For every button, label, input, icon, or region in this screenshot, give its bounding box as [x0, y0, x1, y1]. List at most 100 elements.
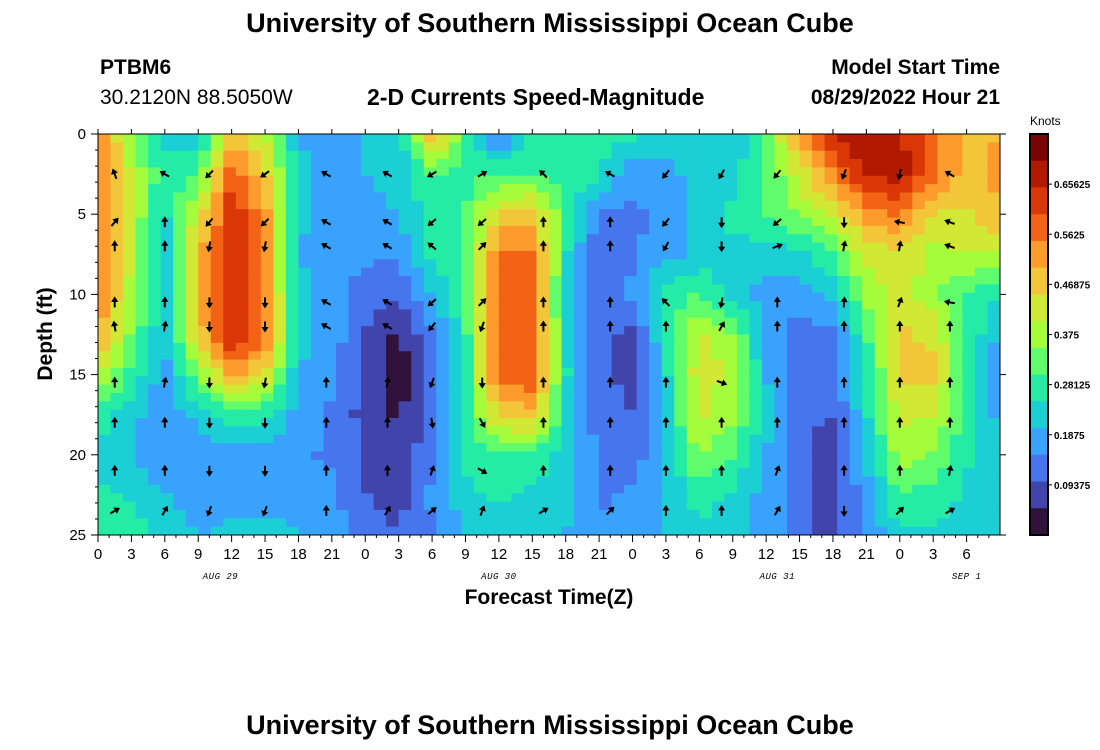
heatmap-cell [924, 334, 938, 344]
heatmap-cell [210, 409, 224, 419]
heatmap-cell [210, 309, 224, 319]
heatmap-cell [812, 509, 826, 519]
heatmap-cell [937, 150, 951, 160]
heatmap-cell [523, 175, 538, 185]
heatmap-cell [436, 418, 450, 427]
heatmap-cell [298, 184, 312, 194]
heatmap-cell [511, 175, 525, 185]
colorbar-segment [1030, 334, 1048, 342]
heatmap-cell [98, 409, 112, 419]
heatmap-cell [110, 501, 124, 511]
heatmap-cell [373, 484, 387, 494]
heatmap-cell [862, 459, 876, 469]
heatmap-cell [373, 250, 387, 260]
heatmap-cell [787, 451, 801, 461]
heatmap-cell [787, 259, 801, 269]
heatmap-cell [749, 150, 763, 160]
heatmap-cell [536, 342, 550, 352]
heatmap-cell [949, 459, 964, 469]
heatmap-cell [260, 351, 274, 361]
heatmap-cell [724, 184, 738, 194]
heatmap-cell [486, 150, 500, 160]
heatmap-cell [273, 184, 287, 194]
heatmap-cell [849, 142, 863, 152]
heatmap-cell [624, 418, 638, 427]
heatmap-cell [599, 192, 613, 202]
heatmap-cell [461, 334, 475, 344]
heatmap-cell [173, 434, 187, 444]
heatmap-cell [511, 234, 525, 244]
heatmap-cell [411, 142, 425, 152]
heatmap-cell [411, 342, 425, 352]
heatmap-cell [862, 192, 876, 202]
heatmap-cell [924, 217, 938, 227]
heatmap-cell [937, 468, 951, 478]
heatmap-cell [711, 351, 725, 361]
heatmap-cell [210, 200, 224, 210]
heatmap-cell [887, 317, 901, 327]
heatmap-cell [273, 259, 287, 269]
heatmap-cell [361, 259, 375, 269]
heatmap-cell [586, 493, 600, 503]
heatmap-cell [448, 409, 462, 419]
heatmap-cell [674, 276, 688, 285]
heatmap-cell [98, 526, 112, 535]
heatmap-cell [787, 367, 801, 377]
heatmap-cell [473, 418, 487, 427]
heatmap-cell [461, 434, 475, 444]
heatmap-cell [448, 459, 462, 469]
heatmap-cell [248, 234, 262, 244]
heatmap-cell [724, 259, 738, 269]
current-arrow [477, 467, 488, 475]
heatmap-cell [123, 342, 137, 352]
heatmap-cell [486, 426, 500, 436]
heatmap-cell [98, 200, 112, 210]
heatmap-cell [348, 509, 362, 519]
heatmap-cell [761, 259, 776, 269]
heatmap-cell [812, 209, 826, 219]
heatmap-cell [812, 317, 826, 327]
heatmap-cell [736, 309, 751, 319]
heatmap-cell [423, 384, 437, 394]
heatmap-cell [323, 267, 337, 277]
heatmap-cell [498, 434, 513, 444]
current-arrow [662, 320, 670, 332]
heatmap-cell [248, 326, 262, 336]
current-arrow [428, 377, 436, 389]
heatmap-cell [173, 242, 187, 252]
heatmap-cell [574, 200, 588, 210]
heatmap-cell [624, 134, 638, 143]
heatmap-cell [448, 276, 462, 285]
heatmap-cell [887, 167, 901, 177]
heatmap-cell [874, 184, 888, 194]
heatmap-cell [949, 468, 964, 478]
colorbar-segment [1030, 220, 1048, 229]
heatmap-cell [98, 468, 112, 478]
heatmap-cell [849, 484, 863, 494]
x-axis-label: Forecast Time(Z) [465, 586, 634, 609]
heatmap-cell [498, 334, 513, 344]
heatmap-cell [899, 142, 913, 152]
heatmap-cell [298, 401, 312, 411]
heatmap-cell [624, 376, 638, 386]
heatmap-cell [949, 434, 964, 444]
heatmap-cell [98, 434, 112, 444]
heatmap-cell [824, 250, 838, 260]
heatmap-cell [549, 309, 563, 319]
heatmap-cell [260, 250, 274, 260]
heatmap-cell [724, 292, 738, 302]
heatmap-cell [761, 443, 776, 453]
heatmap-cell [824, 484, 838, 494]
heatmap-cell [586, 367, 600, 377]
heatmap-cell [749, 443, 763, 453]
heatmap-cell [962, 376, 976, 386]
heatmap-cell [862, 159, 876, 169]
heatmap-cell [148, 242, 162, 252]
heatmap-cell [724, 284, 738, 294]
heatmap-cell [273, 200, 287, 210]
heatmap-cell [273, 234, 287, 244]
heatmap-cell [837, 150, 851, 160]
heatmap-cell [285, 334, 300, 344]
heatmap-cell [135, 476, 149, 486]
heatmap-cell [198, 484, 212, 494]
